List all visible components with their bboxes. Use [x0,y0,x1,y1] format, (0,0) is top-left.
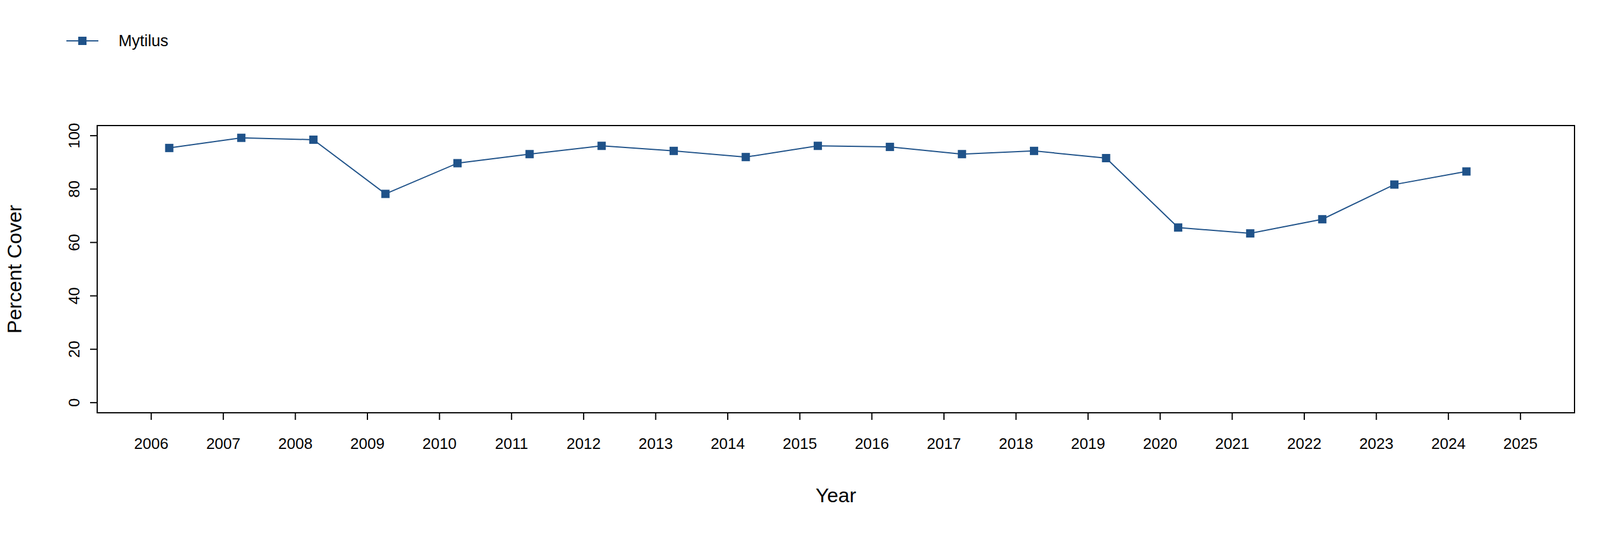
data-point [1173,223,1183,232]
y-tick [90,349,98,351]
data-point [525,149,534,159]
data-point [957,149,966,159]
y-tick [90,135,98,137]
x-tick-label: 2013 [638,434,674,453]
y-tick [90,188,98,190]
x-tick-label: 2022 [1287,434,1322,453]
data-point [813,141,822,150]
y-tick-label: 80 [65,180,83,198]
data-point [885,142,895,152]
plot-area [165,133,1471,238]
legend-label: Mytilus [118,32,169,50]
x-tick [1087,413,1089,421]
x-tick-label: 2015 [782,434,818,453]
x-tick [1303,413,1305,421]
data-point [1029,146,1039,156]
legend: Mytilus [66,32,169,50]
y-tick [90,241,98,243]
x-tick-label: 2020 [1143,434,1178,453]
x-tick [943,413,945,421]
x-tick [1520,413,1522,421]
x-tick [294,413,296,421]
x-tick [583,413,585,421]
background [0,0,1600,533]
y-axis-line [96,135,98,403]
x-tick-label: 2016 [854,434,889,453]
x-tick [222,413,224,421]
x-tick-label: 2008 [278,434,313,453]
data-point [1102,154,1111,163]
x-tick [727,413,729,421]
y-tick-label: 60 [65,234,83,252]
x-tick-label: 2025 [1503,434,1538,453]
y-axis-label: Percent Cover [2,205,26,334]
x-tick-label: 2010 [422,434,457,453]
x-tick [150,413,152,421]
x-tick-label: 2018 [999,434,1034,453]
data-point [1317,215,1327,224]
x-tick [510,413,512,421]
x-tick-label: 2017 [926,434,962,453]
x-tick-label: 2019 [1070,434,1106,453]
data-point [309,135,318,144]
data-point [165,144,174,153]
data-point [1246,229,1255,238]
x-tick-label: 2024 [1431,434,1466,453]
x-tick-label: 2011 [494,434,528,453]
series-line [169,138,1467,234]
x-tick [1159,413,1161,421]
x-tick-label: 2014 [710,434,745,453]
x-tick [654,413,656,421]
y-tick-label: 0 [65,398,83,408]
data-point [237,133,246,143]
y-tick-label: 20 [65,340,83,358]
data-point [453,159,462,168]
x-tick [439,413,441,421]
x-tick-label: 2009 [350,434,385,453]
legend-marker [78,36,87,46]
x-tick-label: 2007 [206,434,241,453]
plot-frame [97,125,1575,414]
data-point [1390,180,1399,190]
data-point [1462,167,1471,176]
x-tick [1376,413,1378,421]
x-tick [799,413,801,421]
data-point [741,152,750,162]
x-tick-label: 2006 [133,434,169,453]
x-tick [1447,413,1449,421]
x-tick-label: 2023 [1359,434,1394,453]
x-tick-label: 2021 [1214,434,1250,453]
data-point [597,141,606,150]
data-point [669,146,678,156]
y-tick [90,295,98,297]
y-tick [90,402,98,404]
y-tick-label: 40 [65,287,83,305]
y-tick-label: 100 [65,122,83,149]
x-tick [366,413,368,421]
chart: 0 20 40 60 80 100 2006 2007 2008 2009 2010 2011 2012… [0,0,1600,533]
x-tick [1015,413,1017,421]
x-axis-label: Year [815,484,857,507]
x-tick [1231,413,1233,421]
data-point [381,189,390,198]
x-tick [871,413,873,421]
x-tick-label: 2012 [566,434,601,453]
